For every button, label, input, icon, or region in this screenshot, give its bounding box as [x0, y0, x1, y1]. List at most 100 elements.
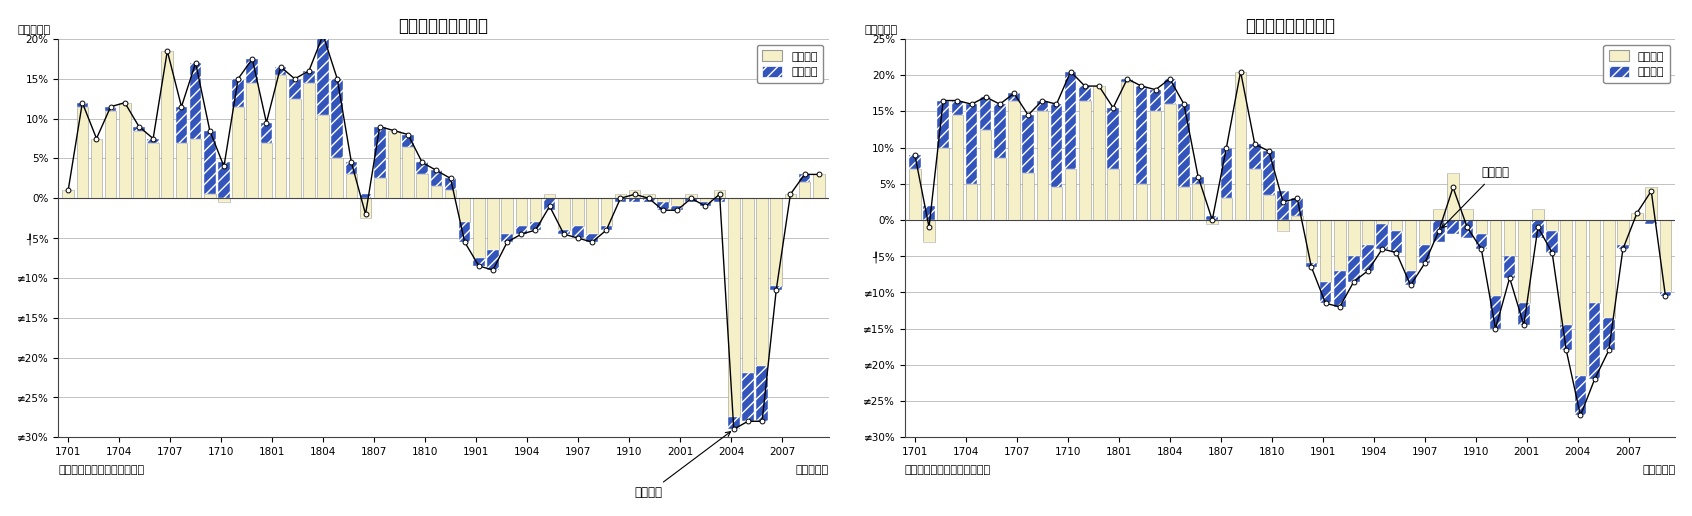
Bar — [587, 198, 597, 234]
Bar — [1193, 184, 1205, 220]
Bar — [643, 195, 655, 198]
Bar — [980, 97, 992, 130]
Bar — [516, 198, 528, 226]
Bar — [105, 107, 117, 110]
Bar — [205, 195, 215, 198]
Bar — [218, 198, 230, 202]
Bar — [601, 226, 613, 230]
Bar — [672, 206, 684, 210]
Text: （年・月）: （年・月） — [795, 465, 829, 475]
Bar — [374, 126, 386, 179]
Bar — [614, 195, 626, 198]
Bar — [530, 198, 541, 222]
Bar — [1462, 209, 1474, 220]
Text: 輸出金額: 輸出金額 — [634, 432, 731, 499]
Bar — [501, 198, 513, 234]
Bar — [1602, 318, 1614, 350]
Text: （資料）財務省「貳易統計」: （資料）財務省「貳易統計」 — [905, 465, 992, 475]
Bar — [176, 142, 188, 198]
Bar — [656, 198, 668, 202]
Bar — [756, 198, 768, 365]
Bar — [1107, 108, 1118, 169]
Bar — [951, 115, 963, 220]
Bar — [105, 110, 117, 198]
Bar — [1151, 90, 1161, 111]
Bar — [812, 174, 824, 198]
Bar — [318, 115, 328, 198]
Bar — [1249, 169, 1261, 220]
Bar — [937, 148, 949, 220]
Bar — [1178, 187, 1189, 220]
Bar — [714, 198, 726, 202]
Bar — [937, 101, 949, 148]
Bar — [1022, 173, 1034, 220]
Bar — [303, 83, 315, 198]
Bar — [1618, 245, 1629, 249]
Bar — [1079, 101, 1091, 220]
Bar — [572, 198, 584, 226]
Bar — [558, 198, 570, 230]
Bar — [1631, 213, 1643, 220]
Bar — [1151, 111, 1161, 220]
Bar — [799, 174, 810, 182]
Bar — [558, 230, 570, 234]
Bar — [1349, 220, 1360, 256]
Bar — [909, 155, 920, 169]
Bar — [1420, 245, 1430, 264]
Bar — [1064, 169, 1076, 220]
Bar — [1518, 220, 1530, 303]
Bar — [360, 195, 371, 198]
Bar — [728, 417, 739, 429]
Bar — [1022, 115, 1034, 173]
Bar — [1206, 216, 1218, 220]
Bar — [303, 71, 315, 83]
Bar — [1533, 209, 1543, 220]
Bar — [1107, 169, 1118, 220]
Bar — [147, 139, 159, 142]
Bar — [289, 79, 301, 99]
Bar — [587, 234, 597, 242]
Bar — [1489, 296, 1501, 329]
Bar — [218, 163, 230, 198]
Bar — [118, 103, 130, 198]
Bar — [190, 139, 201, 198]
Bar — [1433, 220, 1445, 241]
Bar — [274, 67, 286, 75]
Bar — [332, 79, 343, 158]
Bar — [685, 195, 697, 198]
Bar — [445, 179, 457, 190]
Bar — [1475, 234, 1487, 249]
Bar — [770, 198, 782, 286]
Text: （年・月）: （年・月） — [1643, 465, 1675, 475]
Title: 輸入金額の要因分解: 輸入金額の要因分解 — [1245, 17, 1335, 35]
Bar — [345, 163, 357, 174]
Bar — [161, 51, 173, 198]
Bar — [993, 104, 1005, 158]
Bar — [1008, 93, 1020, 101]
Bar — [387, 131, 399, 198]
Text: （前年比）: （前年比） — [17, 25, 51, 35]
Bar — [1575, 376, 1587, 415]
Bar — [1264, 151, 1274, 195]
Bar — [261, 123, 272, 142]
Bar — [205, 131, 215, 195]
Bar — [1546, 231, 1558, 253]
Bar — [685, 198, 697, 202]
Bar — [474, 198, 484, 258]
Bar — [1404, 271, 1416, 285]
Bar — [1135, 86, 1147, 184]
Bar — [672, 198, 684, 206]
Bar — [699, 198, 711, 202]
Bar — [1008, 101, 1020, 220]
Bar — [1660, 293, 1672, 296]
Bar — [247, 59, 259, 83]
Bar — [1291, 216, 1303, 220]
Bar — [1037, 111, 1047, 220]
Bar — [1235, 72, 1247, 220]
Bar — [91, 139, 102, 198]
Bar — [1489, 220, 1501, 296]
Bar — [1362, 220, 1374, 245]
Bar — [1560, 325, 1572, 350]
Bar — [1420, 220, 1430, 245]
Bar — [1178, 104, 1189, 187]
